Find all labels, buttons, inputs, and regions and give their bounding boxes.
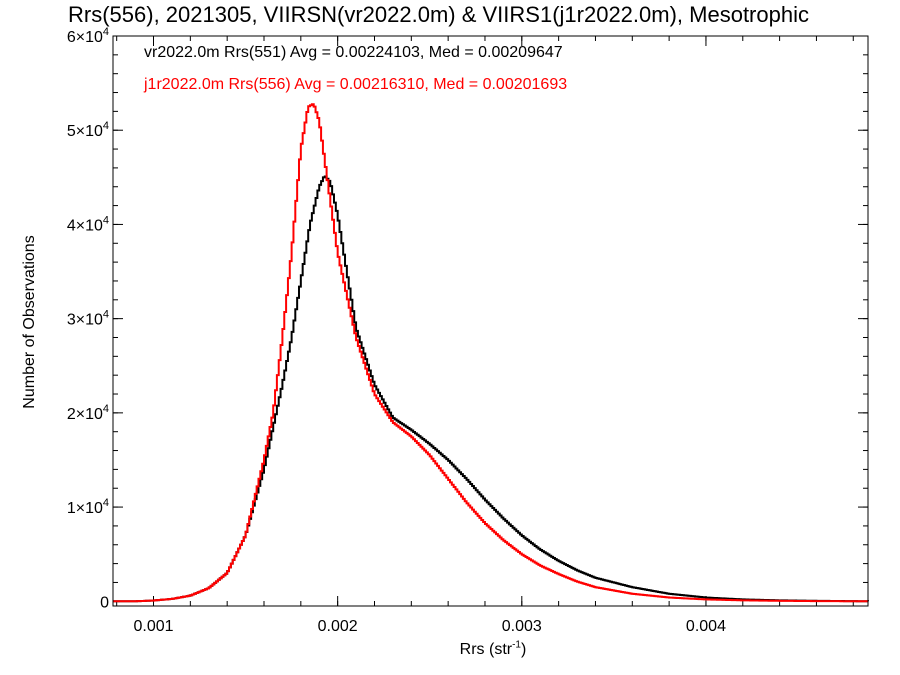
series-layer	[113, 103, 869, 603]
y-tick-label: 6×104	[67, 26, 109, 46]
y-tick-label: 3×104	[67, 309, 109, 329]
y-tick-label: 2×104	[67, 403, 109, 423]
series-vr2022-line	[113, 175, 869, 603]
y-tick-label: 0	[100, 594, 109, 611]
x-axis-title-exponent: -1	[512, 640, 521, 651]
plot-frame	[112, 35, 869, 607]
x-tick-label: 0.001	[133, 618, 173, 635]
legend-entry-vr2022: vr2022.0m Rrs(551) Avg = 0.00224103, Med…	[144, 44, 563, 61]
y-tick-label: 1×104	[67, 497, 109, 517]
y-tick-label: 5×104	[67, 120, 109, 140]
x-axis-title: Rrs (str-1)	[0, 640, 900, 659]
x-axis-title-tail: )	[521, 641, 527, 659]
x-tick-label: 0.002	[318, 618, 358, 635]
x-tick-label: 0.004	[686, 618, 726, 635]
x-axis-title-text: Rrs (str	[459, 641, 513, 659]
tick-labels: 0.001 0.002 0.003 0.004 0 1×104 2×104 3×104 4×10…	[67, 26, 726, 635]
legend-entry-j1r2022: j1r2022.0m Rrs(556) Avg = 0.00216310, Me…	[144, 76, 568, 93]
y-axis-title: Number of Observations	[21, 235, 38, 409]
axis-ticks	[113, 35, 868, 606]
series-j1r2022-line	[113, 103, 868, 603]
x-tick-label: 0.003	[502, 618, 542, 635]
chart-title: Rrs(556), 2021305, VIIRSN(vr2022.0m) & V…	[68, 2, 809, 27]
y-tick-label: 4×104	[67, 214, 109, 234]
